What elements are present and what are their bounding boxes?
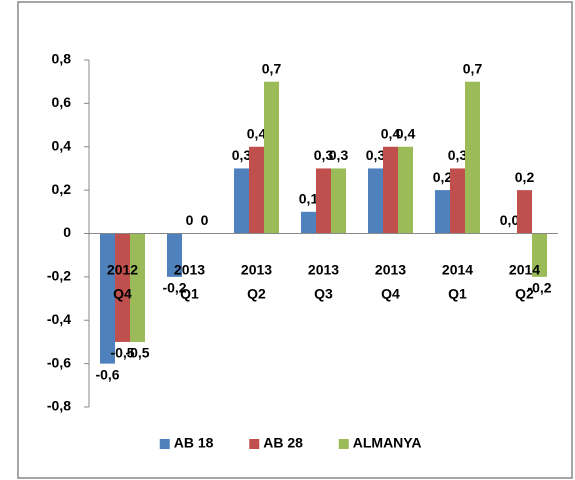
y-tick-label: -0,2: [47, 268, 71, 284]
data-label: 0,3: [366, 147, 386, 163]
data-label: 0,4: [381, 125, 401, 141]
bar: [450, 168, 465, 234]
bar: [383, 146, 398, 234]
data-label: -0,2: [162, 280, 186, 296]
bar: [115, 233, 130, 342]
legend-label: ALMANYA: [353, 435, 422, 451]
x-tick-label: 2013 Q1: [174, 261, 205, 301]
data-label: 0,3: [329, 147, 349, 163]
y-tick-label: -0,4: [47, 311, 71, 327]
bar: [100, 233, 115, 364]
x-tick-label: 2013 Q3: [308, 261, 339, 301]
legend-label: AB 18: [174, 435, 214, 451]
bar: [167, 233, 182, 277]
bar: [398, 146, 413, 234]
bar: [532, 233, 547, 277]
bar: [130, 233, 145, 342]
x-tick-label: 2013 Q2: [241, 261, 272, 301]
data-label: 0,3: [232, 147, 252, 163]
bar: [264, 81, 279, 234]
x-tick-label: 2014 Q2: [509, 261, 540, 301]
bar: [301, 211, 316, 234]
data-label: 0,4: [247, 125, 267, 141]
data-label: 0,1: [299, 191, 319, 207]
bar: [331, 168, 346, 234]
data-label: 0,4: [396, 125, 416, 141]
bar: [316, 168, 331, 234]
bar: [368, 168, 383, 234]
x-tick-label: 2014 Q1: [442, 261, 473, 301]
data-label: 0,7: [463, 60, 483, 76]
x-tick-label: 2012 Q4: [107, 261, 138, 301]
legend-label: AB 28: [263, 435, 303, 451]
data-label: 0,3: [314, 147, 334, 163]
y-tick-label: 0,8: [52, 51, 72, 67]
bar: [465, 81, 480, 234]
data-label: 0,7: [262, 60, 282, 76]
data-label: -0,6: [95, 366, 119, 382]
y-tick-label: 0,6: [52, 94, 72, 110]
bar: [234, 168, 249, 234]
y-tick-label: 0,4: [52, 137, 72, 153]
y-tick-label: 0: [63, 224, 71, 240]
bar: [517, 190, 532, 234]
legend-swatch: [338, 439, 349, 449]
data-label: 0,2: [433, 169, 453, 185]
data-label: 0,2: [515, 169, 535, 185]
legend-swatch: [249, 439, 260, 449]
data-label: -0,5: [125, 345, 149, 361]
legend-swatch: [159, 439, 170, 449]
y-tick-label: 0,2: [52, 181, 72, 197]
bar: [435, 190, 450, 234]
x-tick-label: 2013 Q4: [375, 261, 406, 301]
data-label: -0,5: [110, 345, 134, 361]
bar: [249, 146, 264, 234]
data-label: 0: [201, 212, 209, 228]
data-label: 0: [186, 212, 194, 228]
y-tick-label: -0,6: [47, 354, 71, 370]
data-label: -0,2: [527, 280, 551, 296]
y-tick-label: -0,8: [47, 398, 71, 414]
data-label: 0,0: [500, 212, 520, 228]
data-label: 0,3: [448, 147, 468, 163]
